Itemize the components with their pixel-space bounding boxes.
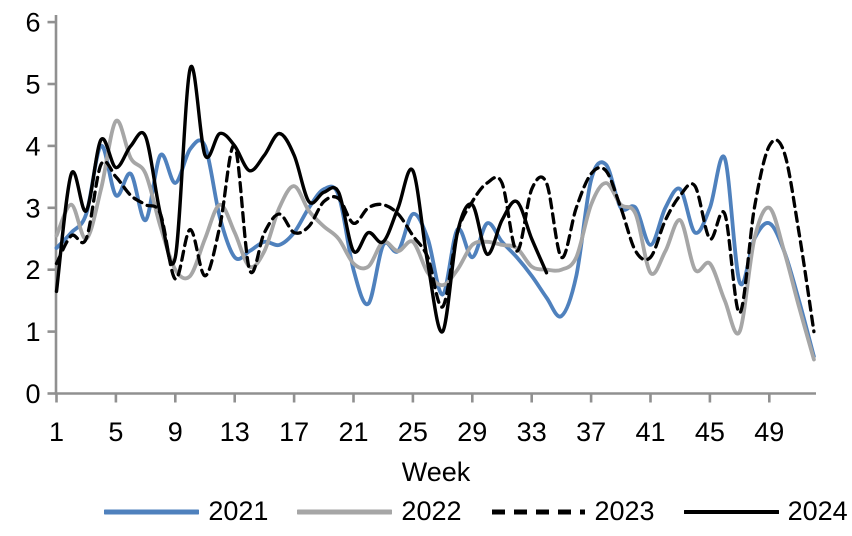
x-tick-label: 21 [338, 417, 368, 446]
legend: 2021 2022 2023 2024 [0, 496, 852, 527]
y-tick-label: 1 [25, 317, 40, 347]
x-tick-label: 1 [49, 417, 64, 446]
legend-label-2024: 2024 [787, 496, 848, 526]
series-2022-line [54, 118, 816, 362]
x-tick-label: 9 [168, 417, 183, 446]
x-tick-label: 45 [695, 417, 725, 446]
legend-item-2021: 2021 [104, 496, 268, 527]
x-tick-label: 41 [635, 417, 665, 446]
x-tick-label: 5 [108, 417, 123, 446]
y-tick-label: 3 [25, 193, 40, 223]
y-tick-label: 0 [25, 379, 40, 409]
series-2024-line [54, 64, 549, 334]
x-tick-label: 49 [754, 417, 784, 446]
legend-swatch-2021-line-icon [104, 509, 200, 514]
legend-label-2023: 2023 [594, 496, 655, 526]
series-2021-line [54, 138, 816, 359]
x-tick-label: 13 [220, 417, 250, 446]
y-tick-label: 4 [25, 131, 40, 161]
legend-item-2024: 2024 [683, 496, 848, 527]
legend-label-2021: 2021 [208, 496, 269, 526]
x-tick-label: 33 [517, 417, 547, 446]
x-tick-label: 37 [576, 417, 606, 446]
legend-item-2022: 2022 [297, 496, 462, 527]
x-axis-title: Week [401, 457, 471, 487]
legend-swatch-2024-line-icon [683, 509, 779, 514]
x-tick-label: 25 [398, 417, 428, 446]
y-tick-label: 2 [25, 255, 40, 285]
x-tick-label: 29 [457, 417, 487, 446]
legend-swatch-2022-line-icon [297, 509, 393, 514]
legend-label-2022: 2022 [401, 496, 462, 526]
y-tick-label: 5 [25, 70, 40, 100]
legend-swatch-2023-line-icon [491, 509, 585, 514]
legend-item-2023: 2023 [491, 496, 655, 527]
series-2023-line [54, 138, 816, 334]
y-tick-label: 6 [25, 8, 40, 38]
x-tick-label: 17 [279, 417, 309, 446]
